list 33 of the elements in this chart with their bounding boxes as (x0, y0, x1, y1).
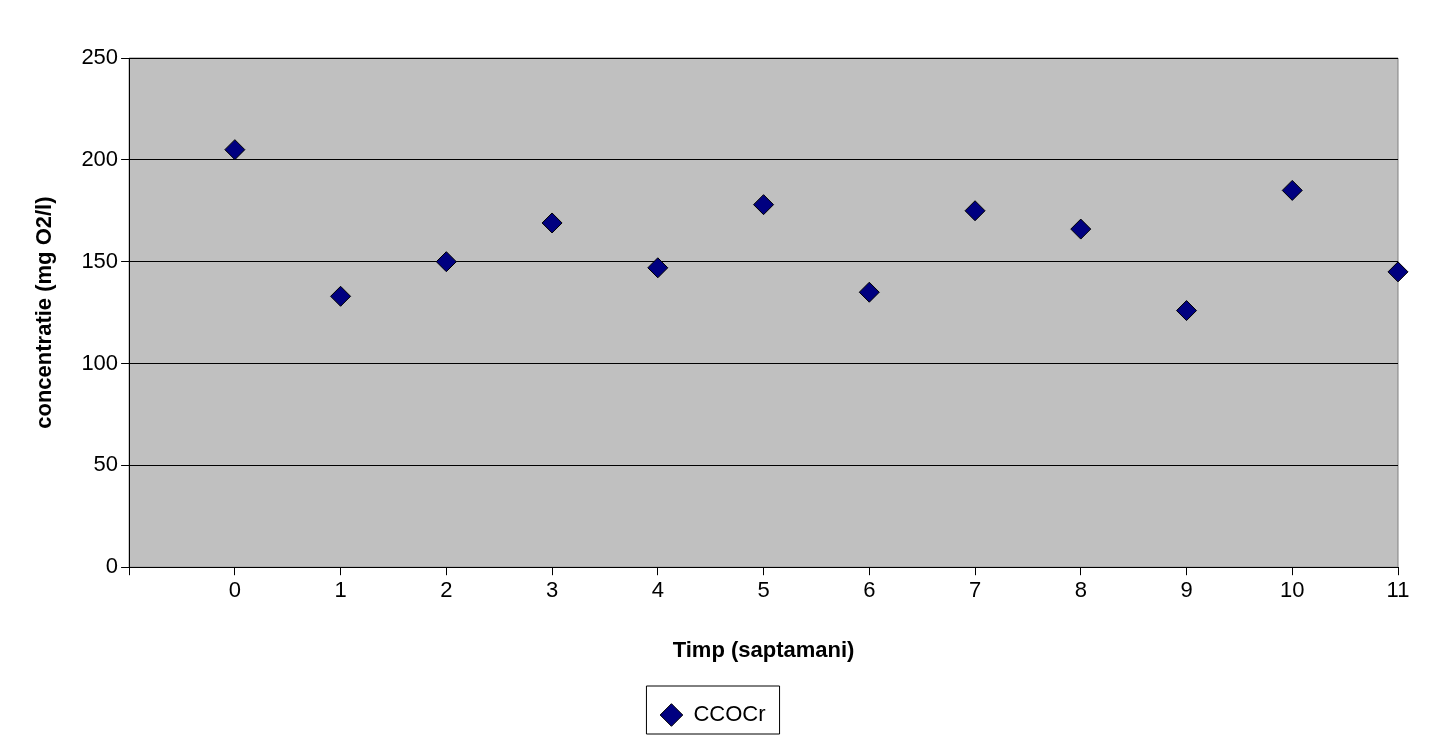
x-tick-label: 7 (968, 577, 982, 603)
x-tick-label: 6 (863, 577, 876, 603)
x-tick-label: 5 (757, 577, 770, 603)
point (964, 200, 986, 222)
x-tick-label: 0 (228, 577, 241, 603)
point (858, 281, 880, 303)
point (541, 212, 563, 234)
x-axis-title: Timp (saptamani) (672, 636, 855, 662)
y-tick-label: 250 (81, 44, 119, 70)
x-tick-label: 10 (1280, 577, 1305, 603)
point (330, 285, 352, 307)
legend-label: CCOCr (693, 701, 766, 727)
y-tick-label: 200 (81, 145, 119, 171)
x-tick-label: 1 (334, 577, 347, 603)
y-tick-label: 0 (105, 553, 119, 579)
y-axis-title: concentratie (mg O2/l) (31, 196, 57, 429)
y-tick-label: 50 (93, 451, 119, 477)
x-tick-label: 4 (651, 577, 664, 603)
point (1281, 179, 1303, 201)
point (435, 251, 457, 273)
x-tick-label: 8 (1074, 577, 1087, 603)
x-tick-label: 3 (545, 577, 559, 603)
x-tick-label: 11 (1386, 577, 1410, 603)
y-tick-label: 150 (81, 247, 119, 273)
y-tick-label: 100 (81, 349, 119, 375)
point (1387, 261, 1409, 283)
point (647, 257, 669, 279)
x-tick-label: 9 (1180, 577, 1193, 603)
point (753, 194, 775, 216)
point (1176, 300, 1198, 322)
point (1070, 218, 1092, 240)
x-tick-label: 2 (440, 577, 453, 603)
point (224, 139, 246, 161)
